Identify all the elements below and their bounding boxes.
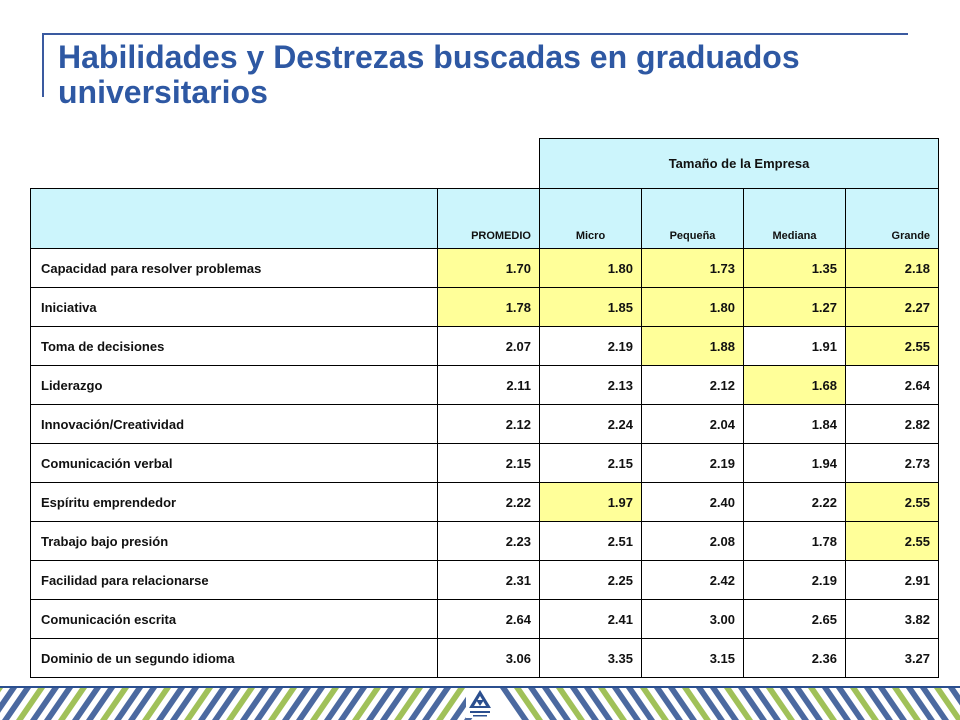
table-cell-value: 1.94 xyxy=(743,443,846,483)
table-cell-value: 2.22 xyxy=(743,482,846,522)
table-cell-value: 2.04 xyxy=(641,404,744,444)
table-cell-value: 3.82 xyxy=(844,599,940,639)
column-header-label-blank xyxy=(30,188,438,249)
table-cell-value: 1.68 xyxy=(743,365,846,405)
table-row: Trabajo bajo presión 2.23 2.51 2.08 1.78 2.55 xyxy=(30,521,940,561)
table-cell-value: 3.06 xyxy=(437,638,540,678)
table-cell-value: 3.00 xyxy=(641,599,744,639)
table-cell-value: 2.07 xyxy=(437,326,540,366)
table-cell-value: 2.12 xyxy=(437,404,540,444)
table-cell-value: 2.12 xyxy=(641,365,744,405)
row-label: Capacidad para resolver problemas xyxy=(30,248,438,288)
table-cell-value: 1.80 xyxy=(641,287,744,327)
row-label: Espíritu emprendedor xyxy=(30,482,438,522)
table-cell-value: 2.25 xyxy=(539,560,642,600)
column-header-grande: Grande xyxy=(844,188,940,249)
row-label: Innovación/Creatividad xyxy=(30,404,438,444)
row-label: Dominio de un segundo idioma xyxy=(30,638,438,678)
table-cell-value: 2.31 xyxy=(437,560,540,600)
table-cell-value: 2.24 xyxy=(539,404,642,444)
table-group-header-row: Tamaño de la Empresa xyxy=(31,138,940,189)
table-cell-value: 2.19 xyxy=(539,326,642,366)
table-cell-value: 2.82 xyxy=(844,404,940,444)
row-label: Iniciativa xyxy=(30,287,438,327)
table-row: Dominio de un segundo idioma 3.06 3.35 3.15… xyxy=(30,638,940,678)
footer-band xyxy=(0,686,960,720)
table-cell-value: 3.15 xyxy=(641,638,744,678)
table-cell-value: 1.97 xyxy=(539,482,642,522)
column-header-micro: Micro xyxy=(539,188,642,249)
table-cell-value: 2.15 xyxy=(437,443,540,483)
table-cell-value: 1.88 xyxy=(641,326,744,366)
table-cell-value: 2.15 xyxy=(539,443,642,483)
table-cell-value: 1.80 xyxy=(539,248,642,288)
table-cell-value: 2.19 xyxy=(641,443,744,483)
footer-stripes xyxy=(0,686,960,720)
table-cell-value: 1.91 xyxy=(743,326,846,366)
table-cell-value: 2.91 xyxy=(844,560,940,600)
table-cell-value: 1.35 xyxy=(743,248,846,288)
table-cell-value: 2.42 xyxy=(641,560,744,600)
group-header-company-size: Tamaño de la Empresa xyxy=(538,138,940,189)
table-row: Liderazgo 2.11 2.13 2.12 1.68 2.64 xyxy=(30,365,940,405)
title-frame-left-rule xyxy=(42,33,44,97)
table-row: Capacidad para resolver problemas 1.70 1.8… xyxy=(30,248,940,288)
table-blank-corner xyxy=(31,139,540,189)
table-cell-value: 2.40 xyxy=(641,482,744,522)
table-cell-value: 2.55 xyxy=(844,482,940,522)
table-cell-value: 2.13 xyxy=(539,365,642,405)
table-cell-value: 1.78 xyxy=(743,521,846,561)
table-row: Innovación/Creatividad 2.12 2.24 2.04 1.84 2.… xyxy=(30,404,940,444)
table-cell-value: 2.51 xyxy=(539,521,642,561)
title-frame-top-rule xyxy=(42,33,908,35)
table-cell-value: 2.18 xyxy=(844,248,940,288)
table-cell-value: 1.84 xyxy=(743,404,846,444)
table-row: Comunicación escrita 2.64 2.41 3.00 2.65 3.82 xyxy=(30,599,940,639)
table-cell-value: 1.27 xyxy=(743,287,846,327)
table-cell-value: 2.27 xyxy=(844,287,940,327)
table-cell-value: 2.64 xyxy=(437,599,540,639)
row-label: Trabajo bajo presión xyxy=(30,521,438,561)
table-cell-value: 2.22 xyxy=(437,482,540,522)
row-label: Comunicación verbal xyxy=(30,443,438,483)
table-row: Comunicación verbal 2.15 2.15 2.19 1.94 2.73 xyxy=(30,443,940,483)
table-cell-value: 1.70 xyxy=(437,248,540,288)
table-row: Iniciativa 1.78 1.85 1.80 1.27 2.27 xyxy=(30,287,940,327)
table-cell-value: 1.78 xyxy=(437,287,540,327)
table-row: Facilidad para relacionarse 2.31 2.25 2.42 2… xyxy=(30,560,940,600)
page-title: Habilidades y Destrezas buscadas en grad… xyxy=(58,39,800,110)
row-label: Facilidad para relacionarse xyxy=(30,560,438,600)
table-column-header-row: PROMEDIO Micro Pequeña Mediana Grande xyxy=(30,188,940,249)
table-cell-value: 2.08 xyxy=(641,521,744,561)
table-cell-value: 1.73 xyxy=(641,248,744,288)
table-cell-value: 2.11 xyxy=(437,365,540,405)
table-cell-value: 1.85 xyxy=(539,287,642,327)
table-cell-value: 2.41 xyxy=(539,599,642,639)
column-header-pequena: Pequeña xyxy=(641,188,744,249)
table-cell-value: 3.27 xyxy=(844,638,940,678)
skills-table-body: Tamaño de la Empresa PROMEDIO Micro Pequ… xyxy=(30,138,940,678)
table-cell-value: 2.73 xyxy=(844,443,940,483)
table-cell-value: 2.55 xyxy=(844,326,940,366)
row-label: Comunicación escrita xyxy=(30,599,438,639)
table-cell-value: 2.64 xyxy=(844,365,940,405)
column-header-mediana: Mediana xyxy=(743,188,846,249)
column-header-promedio: PROMEDIO xyxy=(437,188,540,249)
row-label: Toma de decisiones xyxy=(30,326,438,366)
row-label: Liderazgo xyxy=(30,365,438,405)
organization-logo-icon xyxy=(466,688,494,718)
table-row: Toma de decisiones 2.07 2.19 1.88 1.91 2.55 xyxy=(30,326,940,366)
table-row: Espíritu emprendedor 2.22 1.97 2.40 2.22 2.55 xyxy=(30,482,940,522)
table-cell-value: 2.65 xyxy=(743,599,846,639)
table-cell-value: 2.19 xyxy=(743,560,846,600)
table-cell-value: 2.36 xyxy=(743,638,846,678)
table-cell-value: 3.35 xyxy=(539,638,642,678)
table-cell-value: 2.23 xyxy=(437,521,540,561)
skills-table: Tamaño de la Empresa PROMEDIO Micro Pequ… xyxy=(30,138,940,678)
table-cell-value: 2.55 xyxy=(844,521,940,561)
